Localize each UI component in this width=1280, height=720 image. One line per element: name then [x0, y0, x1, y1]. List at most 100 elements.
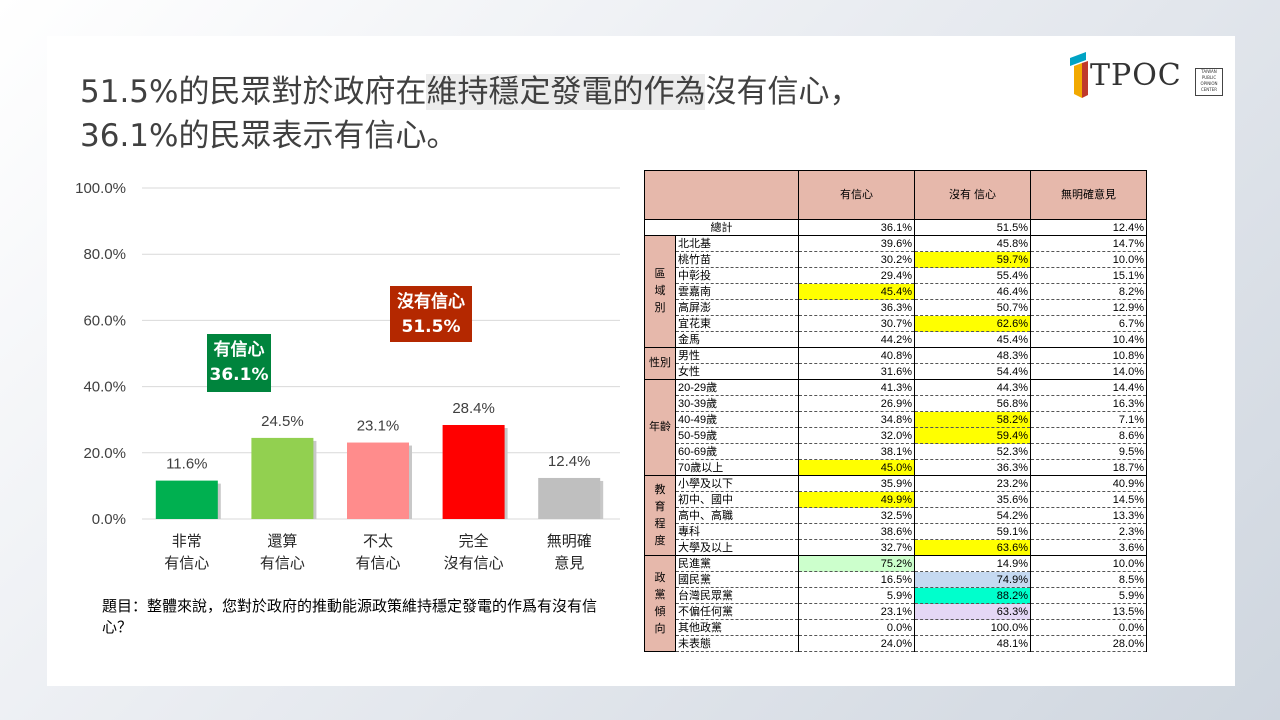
table-cell: 5.9%: [1030, 587, 1147, 604]
title-line1-part-c: 沒有信心，: [705, 74, 861, 110]
table-cell: 16.3%: [1030, 395, 1147, 412]
table-cell: 45.8%: [914, 235, 1031, 252]
table-row: 50-59歲 32.0% 59.4% 8.6%: [645, 427, 1147, 444]
row-label: 未表態: [675, 635, 799, 652]
title-line1-highlight: 維持穩定發電的作為: [426, 74, 706, 110]
table-cell: 34.8%: [798, 411, 915, 428]
table-cell: 10.0%: [1030, 555, 1147, 572]
bar-value-label: 24.5%: [261, 413, 304, 430]
table-cell: 32.0%: [798, 427, 915, 444]
page-title: 51.5%的民眾對於政府在維持穩定發電的作為沒有信心， 36.1%的民眾表示有信…: [80, 70, 860, 158]
table-cell: 30.7%: [798, 315, 915, 332]
group-label: 性別: [644, 347, 676, 380]
header-blank: [644, 170, 799, 220]
table-row: 區域別北北基 39.6% 45.8% 14.7%: [644, 235, 1147, 348]
table-cell: 24.0%: [798, 635, 915, 652]
row-label: 雲嘉南: [675, 283, 799, 300]
row-label: 專科: [675, 523, 799, 540]
row-label: 30-39歲: [675, 395, 799, 412]
table-cell: 58.2%: [914, 411, 1031, 428]
y-tick-label: 80.0%: [83, 246, 126, 263]
not-confident-annotation-value: 51.5%: [402, 317, 461, 337]
table-cell: 44.3%: [914, 379, 1031, 396]
table-row: 其他政黨 0.0% 100.0% 0.0%: [645, 619, 1147, 636]
group-label: 區域別: [644, 235, 676, 348]
row-label: 高屏澎: [675, 299, 799, 316]
table-cell: 63.6%: [914, 539, 1031, 556]
table-cell: 36.3%: [798, 299, 915, 316]
bar-2: [251, 437, 314, 519]
not-confident-annotation-box: [390, 286, 472, 342]
table-cell: 23.1%: [798, 603, 915, 620]
row-label: 民進黨: [675, 555, 799, 572]
table-cell: 32.5%: [798, 507, 915, 524]
logo-text: TPOC: [1090, 58, 1182, 93]
table-cell: 12.4%: [1030, 219, 1147, 236]
table-cell: 13.3%: [1030, 507, 1147, 524]
table-row: 大學及以上 32.7% 63.6% 3.6%: [645, 539, 1147, 556]
table-row: 中彰投 29.4% 55.4% 15.1%: [645, 267, 1147, 284]
table-cell: 15.1%: [1030, 267, 1147, 284]
table-cell: 39.6%: [798, 235, 915, 252]
y-tick-label: 100.0%: [75, 180, 126, 197]
confident-annotation-label: 有信心: [214, 339, 265, 360]
table-cell: 29.4%: [798, 267, 915, 284]
table-cell: 14.0%: [1030, 363, 1147, 380]
table-cell: 23.2%: [914, 475, 1031, 492]
bar-5: [538, 477, 601, 519]
table-row: 女性 31.6% 54.4% 14.0%: [645, 363, 1147, 380]
bar-value-label: 11.6%: [166, 456, 207, 473]
confident-annotation-value: 36.1%: [210, 365, 269, 385]
table-cell: 44.2%: [798, 331, 915, 348]
table-cell: 48.3%: [914, 347, 1031, 364]
row-label: 國民黨: [675, 571, 799, 588]
header-no-opinion: 無明確意見: [1030, 170, 1147, 220]
logo-mark-icon: [1070, 52, 1088, 98]
tpoc-logo: TPOC TAIWAN PUBLIC OPINION CENTER: [1068, 50, 1228, 100]
table-row: 初中、國中 49.9% 35.6% 14.5%: [645, 491, 1147, 508]
table-row: 國民黨 16.5% 74.9% 8.5%: [645, 571, 1147, 588]
table-cell: 51.5%: [914, 219, 1031, 236]
bar-value-label: 28.4%: [452, 400, 495, 417]
table-row: 雲嘉南 45.4% 46.4% 8.2%: [645, 283, 1147, 300]
x-category-label: 不太: [363, 532, 393, 550]
table-cell: 16.5%: [798, 571, 915, 588]
table-cell: 59.7%: [914, 251, 1031, 268]
row-label: 20-29歲: [675, 379, 799, 396]
table-cell: 59.1%: [914, 523, 1031, 540]
table-cell: 75.2%: [798, 555, 915, 572]
group-label: 年齡: [644, 379, 676, 476]
table-cell: 10.8%: [1030, 347, 1147, 364]
table-cell: 32.7%: [798, 539, 915, 556]
y-tick-label: 20.0%: [83, 445, 126, 462]
not-confident-annotation-label: 沒有信心: [397, 291, 465, 312]
row-label: 40-49歲: [675, 411, 799, 428]
table-cell: 100.0%: [914, 619, 1031, 636]
x-category-label: 沒有信心: [444, 554, 504, 572]
table-cell: 46.4%: [914, 283, 1031, 300]
row-label: 50-59歲: [675, 427, 799, 444]
table-cell: 14.7%: [1030, 235, 1147, 252]
table-cell: 0.0%: [798, 619, 915, 636]
table-row: 年齡 20-29歲 41.3% 44.3% 14.4%: [644, 379, 1147, 476]
table-cell: 40.9%: [1030, 475, 1147, 492]
table-cell: 50.7%: [914, 299, 1031, 316]
table-cell: 9.5%: [1030, 443, 1147, 460]
table-row: 高屏澎 36.3% 50.7% 12.9%: [645, 299, 1147, 316]
y-tick-label: 40.0%: [83, 379, 126, 396]
table-cell: 52.3%: [914, 443, 1031, 460]
table-row: 60-69歲 38.1% 52.3% 9.5%: [645, 443, 1147, 460]
row-label: 初中、國中: [675, 491, 799, 508]
table-cell: 38.1%: [798, 443, 915, 460]
table-cell: 74.9%: [914, 571, 1031, 588]
table-cell: 49.9%: [798, 491, 915, 508]
y-tick-label: 0.0%: [92, 511, 126, 528]
y-tick-label: 60.0%: [83, 312, 126, 329]
table-cell: 13.5%: [1030, 603, 1147, 620]
row-label: 女性: [675, 363, 799, 380]
bar-value-label: 23.1%: [357, 418, 400, 435]
row-label: 男性: [675, 347, 799, 364]
x-category-label: 有信心: [355, 554, 400, 572]
row-label: 北北基: [675, 235, 799, 252]
table-cell: 2.3%: [1030, 523, 1147, 540]
